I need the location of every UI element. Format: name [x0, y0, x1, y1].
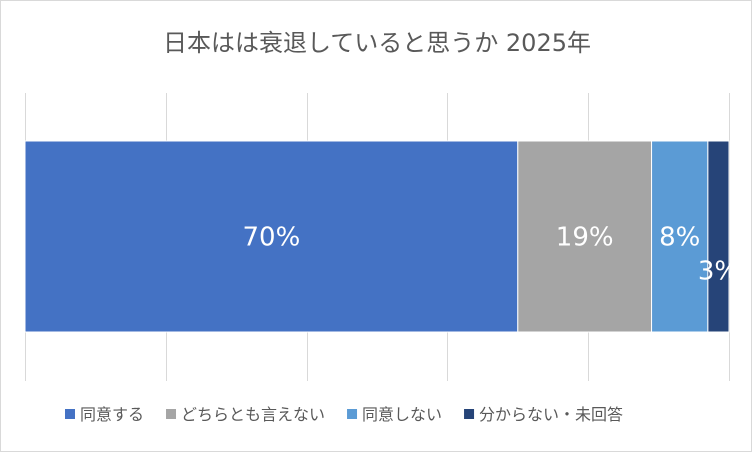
legend-label: 同意する — [80, 405, 144, 424]
bar-segment — [24, 140, 519, 333]
legend-swatch — [65, 409, 75, 419]
data-label: 19% — [556, 223, 614, 253]
data-labels: 70% 19% 8% 3% — [243, 223, 740, 287]
legend: 同意する どちらとも言えない 同意しない 分からない・未回答 — [65, 405, 623, 424]
data-label: 8% — [659, 223, 700, 253]
data-label: 70% — [243, 223, 301, 253]
legend-swatch — [464, 409, 475, 419]
bar-segment — [707, 140, 730, 333]
chart-title: 日本はは衰退していると思うか 2025年 — [163, 29, 591, 57]
legend-swatch — [166, 409, 177, 419]
legend-label: 分からない・未回答 — [479, 405, 623, 424]
data-label: 3% — [698, 257, 739, 287]
bar-segments — [24, 140, 730, 333]
legend-swatch — [347, 409, 358, 419]
legend-label: 同意しない — [362, 405, 442, 424]
legend-label: どちらとも言えない — [181, 405, 325, 424]
